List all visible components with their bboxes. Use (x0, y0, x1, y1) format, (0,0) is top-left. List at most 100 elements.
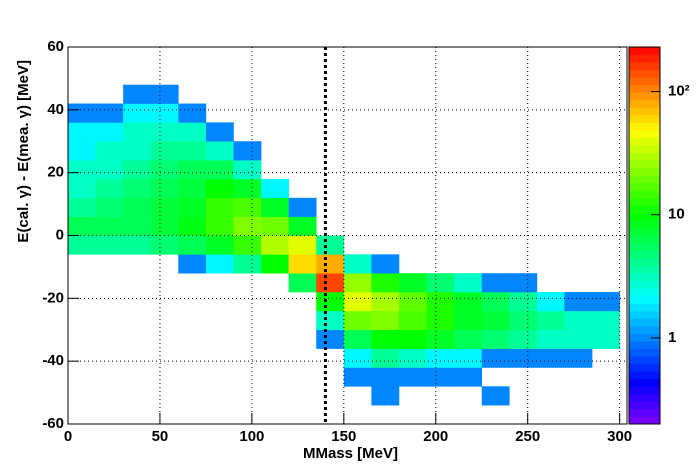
heat-cell (178, 122, 207, 142)
colorbar-step (629, 160, 660, 169)
heat-cell (592, 329, 620, 349)
colorbar-step (629, 220, 660, 229)
heat-cell (564, 329, 593, 349)
heat-cell (233, 235, 262, 255)
heat-cell (95, 103, 124, 123)
colorbar-step (629, 250, 660, 259)
heat-cell (288, 273, 317, 293)
colorbar-step (629, 386, 660, 395)
heat-cell (233, 254, 262, 274)
heat-cell (123, 197, 152, 217)
heat-cell (95, 178, 124, 199)
heat-cell (233, 141, 262, 161)
heat-cell (536, 310, 565, 331)
heat-cell (398, 310, 427, 331)
heat-cell (371, 386, 400, 406)
heat-cell (454, 348, 483, 368)
colorbar-step (629, 303, 660, 312)
heat-cell (371, 254, 400, 274)
colorbar-step (629, 175, 660, 184)
z-tick-label: 10 (668, 206, 685, 223)
heat-cell (233, 160, 262, 180)
heat-cell (454, 273, 483, 293)
heat-cell (205, 122, 234, 142)
x-tick-label: 100 (239, 428, 264, 445)
heat-cell (68, 216, 96, 236)
heat-cell (233, 216, 262, 236)
heat-cell (509, 310, 538, 331)
heat-cell (95, 235, 124, 255)
heat-cell (398, 273, 427, 293)
heat-cell (371, 310, 400, 331)
heat-cell (150, 235, 179, 255)
heat-cell (288, 216, 317, 236)
heat-cell (481, 386, 510, 406)
heat-cell (205, 197, 234, 217)
heat-cell (68, 160, 96, 180)
heat-cell (316, 235, 345, 255)
colorbar-step (629, 227, 660, 236)
heat-cell (123, 235, 152, 255)
heat-cell (481, 348, 510, 368)
heat-cell (454, 310, 483, 331)
heat-cell (316, 292, 345, 312)
heat-cell (426, 329, 455, 349)
colorbar-step (629, 356, 660, 365)
heat-cell (343, 292, 372, 312)
heat-cell (288, 254, 317, 274)
colorbar-step (629, 114, 660, 123)
colorbar-step (629, 129, 660, 138)
heat-cell (343, 310, 372, 331)
heat-cell (343, 329, 372, 349)
colorbar-step (629, 122, 660, 131)
heat-cell (316, 254, 345, 274)
colorbar-step (629, 243, 660, 251)
heat-cell (150, 216, 179, 236)
heat-cell (371, 329, 400, 349)
heat-cell (123, 103, 152, 123)
heat-cell (123, 160, 152, 180)
heat-cell (233, 197, 262, 217)
heat-cell (343, 273, 372, 293)
colorbar-step (629, 77, 660, 86)
heat-cell (233, 178, 262, 199)
heat-cell (426, 310, 455, 331)
heat-cell (150, 197, 179, 217)
heat-cell (592, 310, 620, 331)
heat-cell (68, 103, 96, 123)
heat-cell (536, 348, 565, 368)
y-tick-label: 0 (56, 226, 64, 243)
heat-cell (178, 178, 207, 199)
heat-cell (150, 141, 179, 161)
heat-cell (316, 310, 345, 331)
y-tick-label: -60 (42, 415, 64, 432)
y-tick-label: 60 (47, 38, 64, 55)
colorbar-step (629, 212, 660, 221)
heat-cell (371, 273, 400, 293)
colorbar-step (629, 288, 660, 297)
heat-cell (509, 292, 538, 312)
heat-cell (261, 216, 289, 236)
colorbar-step (629, 378, 660, 387)
colorbar-step (629, 107, 660, 116)
heat-cell (205, 178, 234, 199)
heat-cell (150, 160, 179, 180)
heat-cell (261, 235, 289, 255)
colorbar-step (629, 54, 660, 63)
heat-cell (426, 367, 455, 387)
heat-cell (68, 122, 96, 142)
heat-cell (261, 178, 289, 199)
heat-cell (481, 292, 510, 312)
heat-cell (454, 367, 483, 387)
heat-cell (454, 329, 483, 349)
colorbar-step (629, 348, 660, 357)
x-tick-label: 0 (64, 428, 72, 445)
heat-cell (343, 254, 372, 274)
colorbar-step (629, 99, 660, 108)
heat-cell (205, 235, 234, 255)
heat-cell (343, 367, 372, 387)
heat-cell (261, 197, 289, 217)
heat-cell (371, 348, 400, 368)
heat-cell (564, 348, 593, 368)
